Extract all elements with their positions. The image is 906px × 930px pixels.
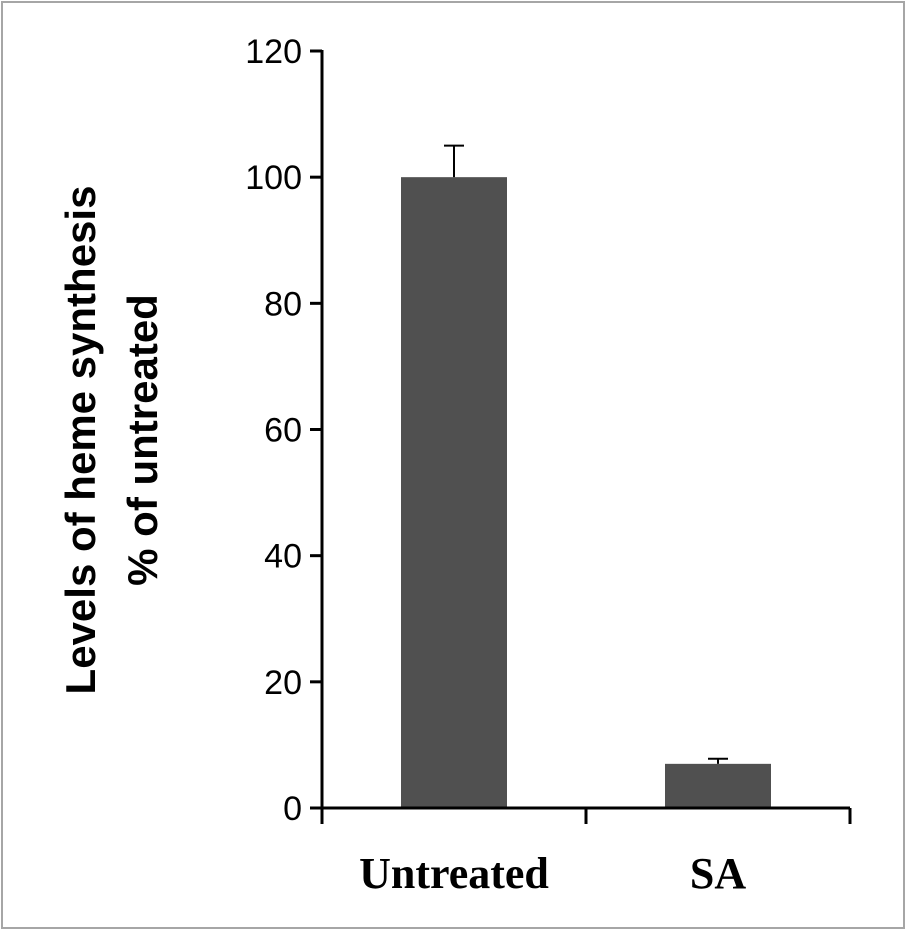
x-tick-label-sa: SA (690, 849, 746, 898)
error-bar-untreated (444, 144, 464, 178)
y-tick-label-40: 40 (264, 538, 302, 576)
bars (401, 177, 771, 808)
y-tick-label-20: 20 (264, 664, 302, 702)
y-tick-label-120: 120 (245, 33, 302, 71)
x-axis: Untreated SA (320, 806, 852, 898)
y-axis-title-line1: Levels of heme synthesis (57, 186, 104, 695)
y-axis-title: Levels of heme synthesis % of untreated (57, 186, 166, 695)
y-tick-label-0: 0 (283, 790, 302, 828)
error-bars (444, 144, 728, 764)
y-axis-title-line2: % of untreated (119, 294, 166, 586)
bar-untreated (401, 177, 507, 808)
x-tick-label-untreated: Untreated (359, 849, 549, 898)
y-tick-label-100: 100 (245, 159, 302, 197)
y-axis: 0 20 40 60 80 100 120 (245, 33, 324, 828)
y-tick-label-80: 80 (264, 285, 302, 323)
bar-sa (665, 763, 771, 808)
y-tick-label-60: 60 (264, 412, 302, 450)
error-bar-sa (708, 757, 728, 764)
